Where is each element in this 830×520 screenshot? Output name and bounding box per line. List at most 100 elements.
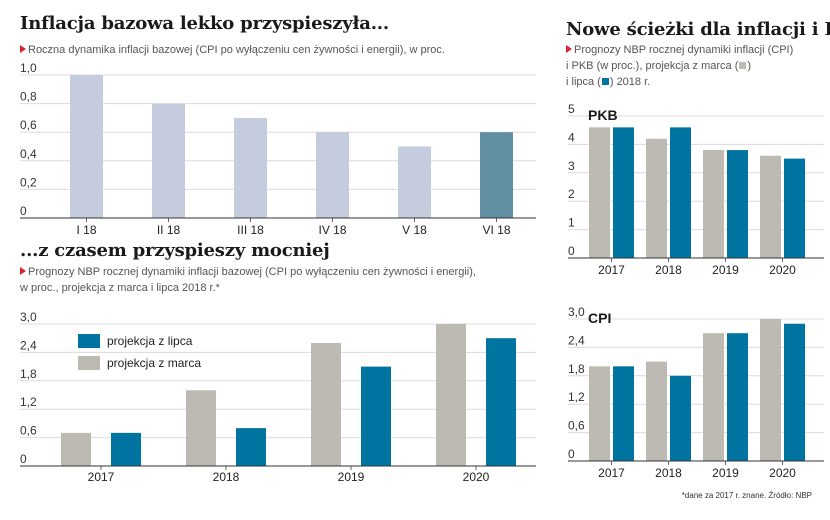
march-swatch (739, 62, 747, 69)
chart3-xtick-label: 2019 (712, 263, 739, 277)
chart2-ytick-label: 2,4 (20, 338, 37, 352)
chart2-bar-july (236, 428, 266, 466)
chart2-bar-july (111, 432, 141, 466)
right-subtitle-line1: Prognozy NBP rocznej dynamiki inflacji (… (574, 44, 794, 56)
chart4-ytick-label: 0,6 (568, 419, 585, 433)
chart1-subtitle-text: Roczna dynamika inflacji bazowej (CPI po… (28, 44, 445, 56)
red-triangle-icon (20, 267, 26, 275)
chart2-ytick-label: 0 (20, 452, 27, 466)
chart2-title: ...z czasem przyspieszy mocniej (20, 240, 330, 261)
chart1-bar (70, 75, 103, 218)
chart2-bar-march (186, 390, 216, 466)
chart1-title: Inflacja bazowa lekko przyspieszyła... (20, 13, 389, 34)
chart2-xtick-label: 2017 (88, 470, 115, 484)
right-subtitle-line2-end: ) (747, 60, 752, 72)
chart4-bar-march (760, 319, 781, 461)
chart3-bar-march (589, 127, 610, 258)
chart2-ytick-label: 1,2 (20, 395, 37, 409)
chart4-bar-july (613, 366, 634, 461)
chart3-xtick-label: 2018 (655, 263, 682, 277)
chart2-ytick-label: 1,8 (20, 367, 37, 381)
chart1-ytick-label: 0,6 (20, 118, 37, 132)
chart4-xtick-label: 2017 (598, 466, 625, 480)
chart4-ytick-label: 1,2 (568, 390, 585, 404)
chart3-label: PKB (588, 107, 618, 123)
chart1-ytick-label: 0 (20, 204, 27, 218)
chart2-plot: 3,0 2,4 1,8 1,2 0,6 0 2017 2018 2019 2020 projekcj… (20, 310, 536, 484)
chart3-bar-july (727, 150, 748, 258)
legend-label-july: projekcja z lipca (107, 334, 193, 348)
chart3-ytick-label: 5 (568, 102, 575, 116)
chart1-ytick-label: 1,0 (20, 61, 37, 75)
chart3-ytick-label: 2 (568, 187, 575, 201)
chart2-xtick-label: 2019 (338, 470, 365, 484)
chart2-bar-july (361, 366, 391, 466)
chart2-ytick-label: 3,0 (20, 310, 37, 324)
chart1-subtitle: Roczna dynamika inflacji bazowej (CPI po… (20, 42, 445, 58)
chart4-xtick-label: 2018 (655, 466, 682, 480)
chart1-bar (234, 117, 267, 218)
chart4-bar-july (670, 375, 691, 461)
july-swatch (601, 78, 609, 85)
chart4-bar-march (646, 361, 667, 461)
chart3-ytick-label: 3 (568, 159, 575, 173)
chart1-bar (398, 146, 431, 218)
chart1-xtick-label: III 18 (237, 223, 264, 237)
chart3-bar-march (760, 155, 781, 258)
chart2-subtitle-line1: Prognozy NBP rocznej dynamiki inflacji b… (28, 266, 476, 278)
chart3-bar-july (670, 127, 691, 258)
chart4-bar-july (727, 333, 748, 461)
right-subtitle-line3: i lipca ( (566, 76, 601, 88)
chart4-bar-march (703, 333, 724, 461)
chart1-bar (152, 103, 185, 218)
chart4-ytick-label: 2,4 (568, 333, 585, 347)
right-subtitle: Prognozy NBP rocznej dynamiki inflacji (… (566, 42, 793, 90)
chart2-bar-march (311, 342, 341, 466)
legend-swatch-july (78, 334, 100, 348)
chart3-bar-march (703, 150, 724, 258)
red-triangle-icon (566, 45, 572, 53)
red-triangle-icon (20, 45, 26, 53)
chart4-xtick-label: 2020 (769, 466, 796, 480)
chart1-xtick-label: IV 18 (318, 223, 346, 237)
chart1-bar (316, 132, 349, 218)
chart3-ytick-label: 0 (568, 244, 575, 258)
legend-swatch-march (78, 356, 100, 370)
chart3-ytick-label: 1 (568, 216, 575, 230)
right-subtitle-line3-end: ) 2018 r. (609, 76, 651, 88)
chart4-bar-march (589, 366, 610, 461)
right-subtitle-line2: i PKB (w proc.), projekcja z marca ( (566, 60, 739, 72)
chart4-ytick-label: 3,0 (568, 305, 585, 319)
right-title: Nowe ścieżki dla inflacji i PKB (566, 19, 830, 40)
chart4-bar-july (784, 323, 805, 461)
chart2-ytick-label: 0,6 (20, 424, 37, 438)
chart1-bar (480, 132, 513, 218)
chart4-ytick-label: 1,8 (568, 362, 585, 376)
chart1-xtick-label: I 18 (76, 223, 96, 237)
chart3-ytick-label: 4 (568, 130, 575, 144)
chart2-xtick-label: 2018 (213, 470, 240, 484)
chart1-plot: 1,0 0,8 0,6 0,4 0,2 0 I 18 II 18 III 18 IV 18 V 18… (20, 61, 536, 237)
chart4-label: CPI (588, 310, 611, 326)
chart2-subtitle-line2: w proc., projekcja z marca i lipca 2018 … (20, 282, 220, 294)
chart1-ytick-label: 0,2 (20, 175, 37, 189)
chart3-xtick-label: 2017 (598, 263, 625, 277)
chart3-bar-july (784, 158, 805, 258)
legend-label-march: projekcja z marca (107, 356, 201, 370)
chart4-xtick-label: 2019 (712, 466, 739, 480)
chart3-plot: 5 4 3 2 1 0 PKB 2017 2018 2019 2020 (568, 102, 824, 277)
chart1-ytick-label: 0,8 (20, 90, 37, 104)
chart2-bar-july (486, 338, 516, 466)
chart4-ytick-label: 0 (568, 447, 575, 461)
chart3-bar-july (613, 127, 634, 258)
footnote: *dane za 2017 r. znane. Źródło: NBP (681, 491, 812, 500)
chart1-xtick-label: VI 18 (482, 223, 510, 237)
chart2-bar-march (436, 324, 466, 466)
chart2-xtick-label: 2020 (463, 470, 490, 484)
chart3-xtick-label: 2020 (769, 263, 796, 277)
chart1-xtick-label: V 18 (402, 223, 427, 237)
chart2-bar-march (61, 432, 91, 466)
chart2-subtitle: Prognozy NBP rocznej dynamiki inflacji b… (20, 264, 476, 296)
chart4-plot: 3,0 2,4 1,8 1,2 0,6 0 CPI 2017 2018 2019 2020 (568, 305, 824, 480)
chart1-xtick-label: II 18 (157, 223, 181, 237)
